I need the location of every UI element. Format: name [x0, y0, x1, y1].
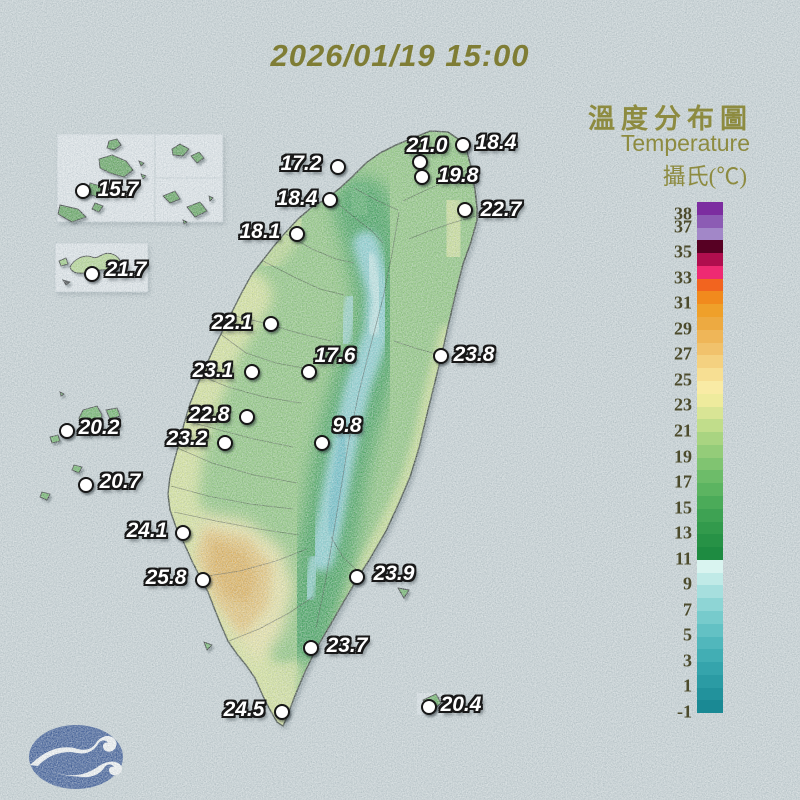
colorbar-cell: [697, 495, 723, 509]
colorbar-cell: [697, 304, 723, 318]
colorbar-cell: [697, 419, 723, 433]
colorbar-cell: [697, 355, 723, 369]
colorbar-cell: [697, 547, 723, 560]
colorbar-cell: [697, 444, 723, 458]
colorbar-cell: [697, 432, 723, 445]
temperature-colorbar: [697, 202, 723, 714]
colorbar-cell: [697, 227, 723, 241]
colorbar-cell: [697, 393, 723, 407]
colorbar-cell: [697, 317, 723, 330]
colorbar-cell: [697, 265, 723, 279]
colorbar-cell: [697, 342, 723, 356]
colorbar-cell: [697, 483, 723, 496]
colorbar-cell: [697, 406, 723, 420]
colorbar-cell: [697, 623, 723, 637]
colorbar-cell: [697, 470, 723, 484]
colorbar-cell: [697, 687, 723, 701]
colorbar-cell: [697, 521, 723, 535]
colorbar-cell: [697, 508, 723, 522]
legend-title-en: Temperature: [620, 130, 750, 156]
colorbar-cell: [697, 202, 723, 215]
datetime-title: 2026/01/19 15:00: [270, 38, 530, 73]
colorbar-cell: [697, 214, 723, 228]
colorbar-cell: [697, 278, 723, 292]
colorbar-cell: [697, 329, 723, 343]
colorbar-cell: [697, 674, 723, 688]
colorbar-cell: [697, 457, 723, 471]
colorbar-cell: [697, 700, 723, 714]
colorbar-cell: [697, 253, 723, 266]
colorbar-cell: [697, 636, 723, 650]
colorbar-cell: [697, 662, 723, 675]
colorbar-cell: [697, 572, 723, 586]
colorbar-cell: [697, 368, 723, 381]
colorbar-cell: [697, 291, 723, 305]
legend-title-zh: 溫度分布圖: [588, 104, 753, 134]
colorbar-cell: [697, 240, 723, 254]
colorbar-cell: [697, 534, 723, 548]
colorbar-cell: [697, 380, 723, 394]
colorbar-cell: [697, 585, 723, 599]
colorbar-cell: [697, 598, 723, 611]
colorbar-cell: [697, 559, 723, 573]
colorbar-cell: [697, 649, 723, 663]
colorbar-cell: [697, 611, 723, 624]
legend-unit-label: 攝氏(℃): [662, 164, 747, 189]
